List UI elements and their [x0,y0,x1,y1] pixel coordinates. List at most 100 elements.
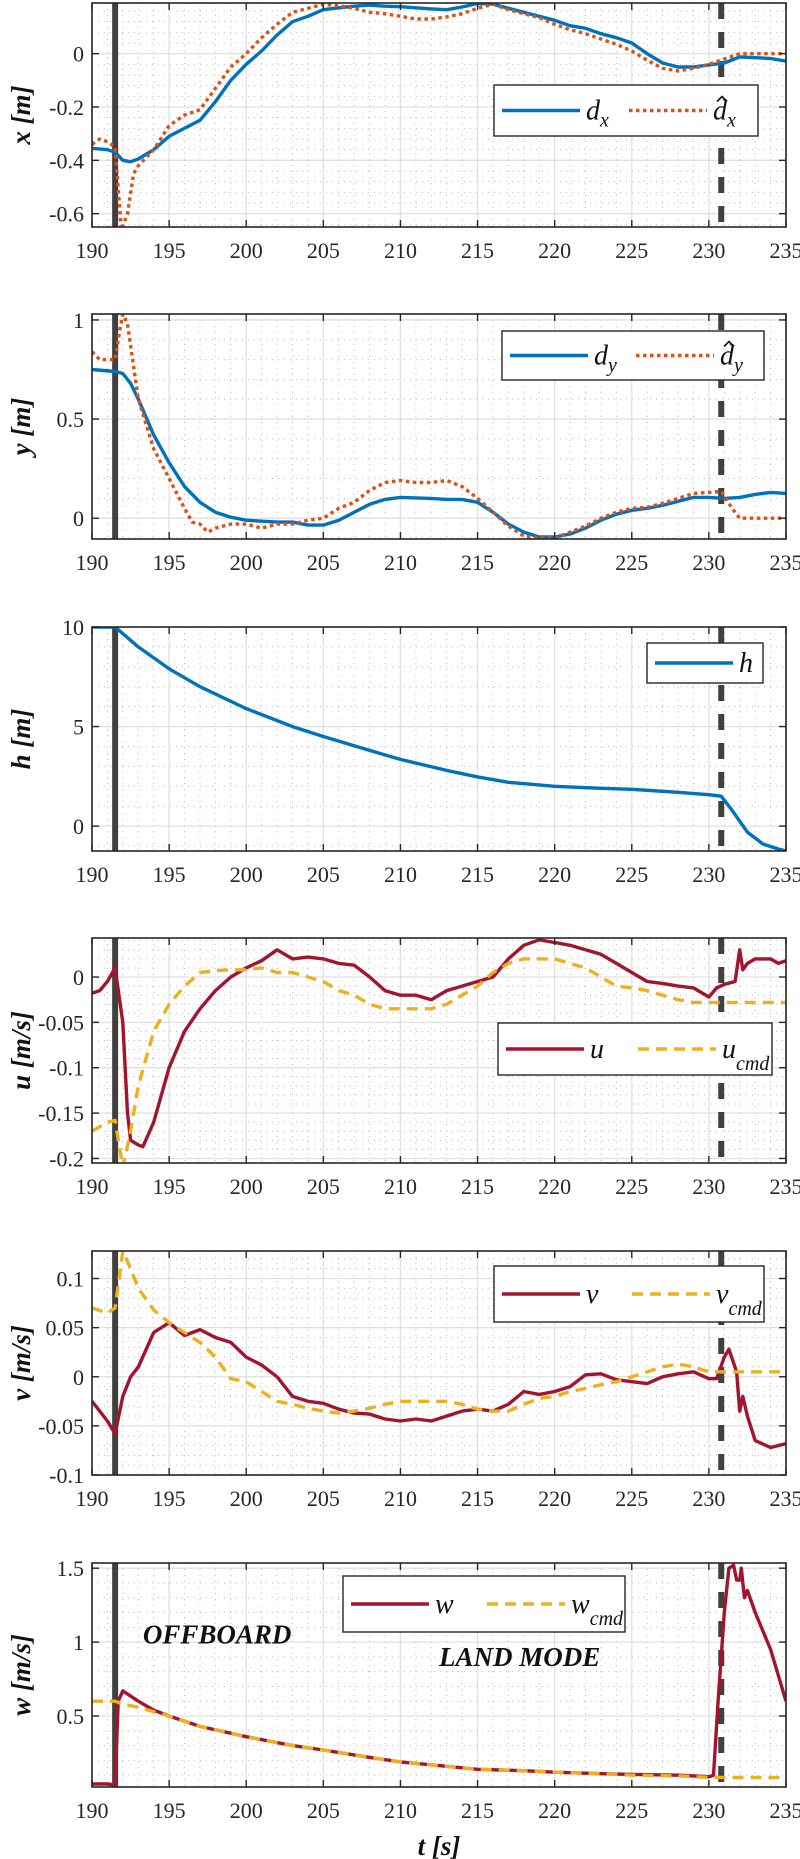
x-tick-label: 205 [307,1486,340,1511]
legend-label-symbol: d [586,96,601,127]
series-line-h [92,627,786,851]
subplot-2: 190 195 200 205 210 215 220 225 230 235 0 0.5 1 y [m]… [6,308,800,575]
x-tick-label: 230 [692,1174,725,1199]
legend-label: h [739,648,753,679]
y-tick-label: 0 [73,42,84,67]
series-line-u [92,938,786,1149]
x-tick-label: 215 [461,1798,494,1823]
x-tick-label: 210 [384,862,417,887]
y-tick-label: 0 [73,1365,84,1390]
legend: w wcmd [342,1575,626,1633]
x-tick-label: 210 [384,550,417,575]
x-tick-label: 210 [384,1798,417,1823]
legend-label: v [586,1279,599,1310]
x-tick-label: 195 [153,238,186,263]
x-tick-label: 235 [770,1174,800,1199]
y-tick-label: 0.5 [57,1704,85,1729]
x-tick-label: 230 [692,238,725,263]
x-tick-label: 220 [538,1486,571,1511]
x-tick-label: 230 [692,1486,725,1511]
x-tick-label: 210 [384,1174,417,1199]
y-tick-label: -0.2 [49,95,84,120]
x-tick-label: 190 [76,1174,109,1199]
series-line-v-cmd [92,1251,786,1415]
series-line-d-x [92,3,786,164]
x-tick-label: 200 [230,862,263,887]
grid [91,3,787,227]
y-tick-label: 0.05 [46,1316,85,1341]
x-tick-label: 225 [615,1174,648,1199]
axes-box [91,2,787,228]
legend-box [493,84,759,137]
x-tick-label: 235 [770,862,800,887]
axes-box [91,1250,787,1476]
legend-label-symbol: d [720,341,735,372]
x-tick-label: 190 [76,862,109,887]
axes-box [91,313,787,540]
legend-label: dx [586,96,609,132]
x-tick-label: 220 [538,550,571,575]
y-axis-label: y [m] [6,398,36,459]
legend-label-subscript: y [732,355,743,377]
legend-label-symbol: w [435,1589,454,1620]
x-tick-label: 190 [76,238,109,263]
x-tick-label: 190 [76,550,109,575]
x-tick-label: 235 [770,1798,800,1823]
axes-box [91,1562,787,1788]
x-tick-label: 230 [692,550,725,575]
x-tick-label: 235 [770,238,800,263]
x-tick-label: 215 [461,862,494,887]
offboard-annotation: OFFBOARD [143,1620,292,1650]
subplot-3: 190 195 200 205 210 215 220 225 230 235 0 5 10 h [m] h [6,615,800,887]
legend-label-symbol: d [594,341,609,372]
x-tick-label: 230 [692,862,725,887]
y-tick-label: -0.15 [38,1101,84,1126]
x-tick-label: 210 [384,238,417,263]
legend-label: dy [594,341,617,377]
y-tick-label: 1 [73,308,84,333]
legend-label-subscript: cmd [736,1053,770,1075]
x-tick-label: 195 [153,550,186,575]
y-tick-label: 0 [73,506,84,531]
y-tick-label: -0.1 [49,1463,84,1488]
y-axis-label: x [m] [6,85,36,145]
axes-box [91,626,787,852]
legend: dx dx [493,84,759,137]
x-tick-label: 195 [153,1486,186,1511]
x-tick-label: 225 [615,238,648,263]
x-tick-label: 210 [384,1486,417,1511]
y-tick-label: 5 [73,715,84,740]
x-tick-label: 190 [76,1798,109,1823]
land-mode-annotation: LAND MODE [438,1642,600,1672]
x-tick-label: 225 [615,1798,648,1823]
y-tick-label: -0.4 [49,148,84,173]
x-tick-label: 195 [153,862,186,887]
series-line-u-cmd [92,957,786,1163]
y-tick-label: -0.2 [49,1146,84,1171]
legend-label: ucmd [722,1034,770,1075]
legend-label: wcmd [571,1589,624,1630]
x-tick-label: 220 [538,238,571,263]
legend: v vcmd [493,1265,765,1323]
legend: h [646,642,764,684]
legend-label: dy [720,341,743,377]
legend-label-subscript: cmd [728,1298,762,1320]
legend-label: u [590,1034,604,1065]
x-tick-label: 235 [770,1486,800,1511]
x-tick-label: 220 [538,1174,571,1199]
x-axis-label: t [s] [418,1831,461,1859]
y-tick-label: 0 [73,814,84,839]
legend-label-subscript: x [599,110,609,132]
series-line-d-x-hat [92,3,786,227]
x-tick-label: 205 [307,238,340,263]
x-tick-label: 220 [538,1798,571,1823]
legend-label-symbol: v [716,1279,729,1310]
y-tick-label: 0.1 [57,1267,85,1292]
x-tick-label: 195 [153,1174,186,1199]
y-axis-label: v [m/s] [6,1325,36,1401]
x-tick-label: 215 [461,550,494,575]
y-tick-label: 0.5 [57,407,85,432]
y-axis-label: w [m/s] [6,1634,36,1716]
x-tick-label: 200 [230,1486,263,1511]
